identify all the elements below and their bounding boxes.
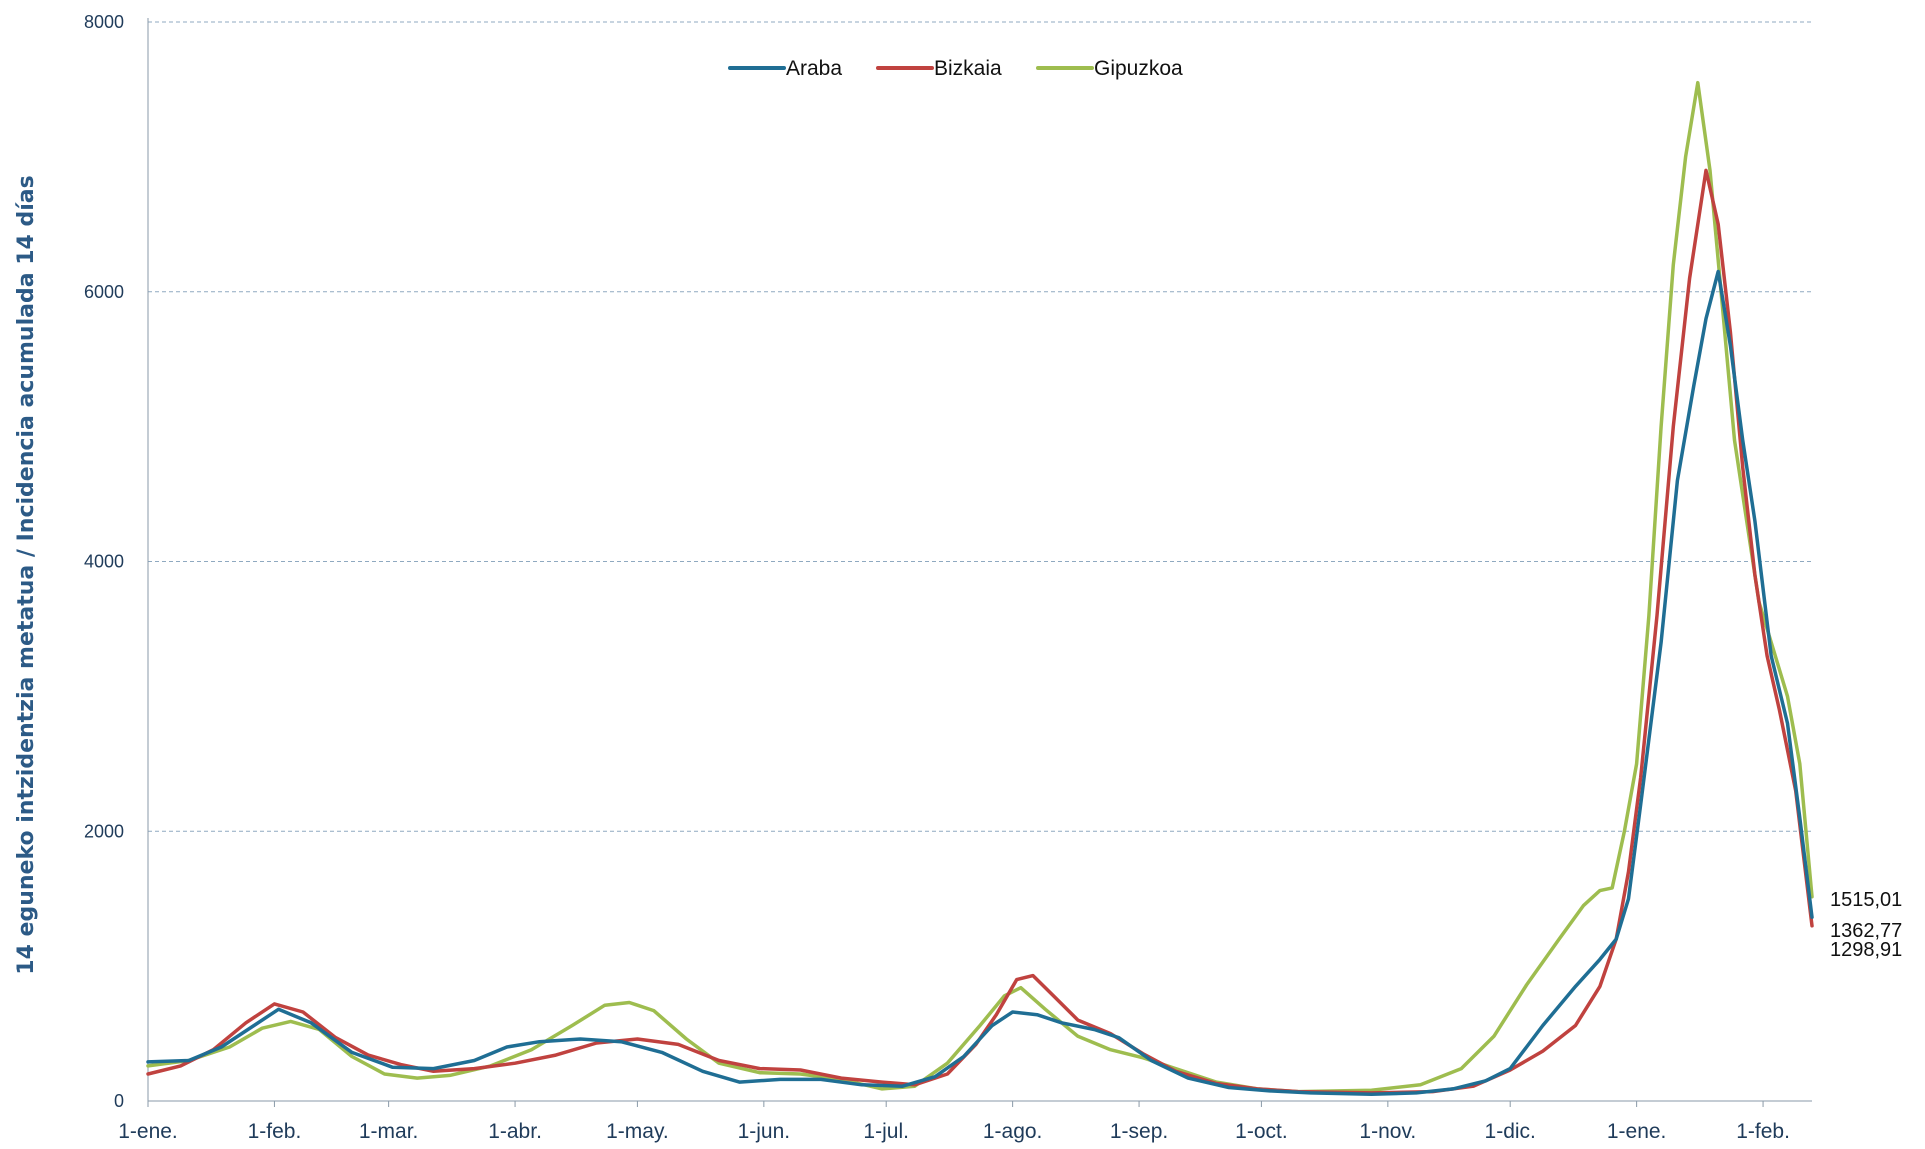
- series-lines: [146, 80, 1814, 1097]
- y-tick-label: 6000: [84, 282, 124, 302]
- x-tick-label: 1-abr.: [488, 1120, 542, 1143]
- y-tick-label: 0: [114, 1091, 124, 1111]
- end-value-label-araba: 1362,77: [1830, 920, 1902, 942]
- x-tick-label: 1-feb.: [248, 1120, 302, 1143]
- x-tick-label: 1-jul.: [863, 1120, 909, 1143]
- x-tick-label: 1-may.: [606, 1120, 669, 1143]
- x-tick-label: 1-jun.: [738, 1120, 791, 1143]
- end-value-label-gipuzkoa: 1515,01: [1830, 889, 1902, 911]
- legend-label-bizkaia: Bizkaia: [934, 57, 1002, 80]
- y-tick-label: 2000: [84, 821, 124, 841]
- x-tick-label: 1-dic.: [1485, 1120, 1536, 1143]
- x-tick-label: 1-ene.: [1607, 1120, 1667, 1143]
- x-tick-label: 1-oct.: [1235, 1120, 1288, 1143]
- axes: 0 2000 4000 6000 8000 1-ene. 1-feb. 1-mar. 1-abr…: [84, 12, 1812, 1143]
- series-line-gipuzkoa: [146, 80, 1814, 1094]
- end-value-label-bizkaia: 1298,91: [1830, 939, 1902, 961]
- y-tick-label: 8000: [84, 12, 124, 32]
- y-axis-title: 14 eguneko intzidentzia metatua / Incide…: [14, 175, 39, 974]
- x-tick-label: 1-mar.: [359, 1120, 419, 1143]
- legend-label-araba: Araba: [786, 57, 842, 80]
- series-line-bizkaia: [146, 168, 1814, 1095]
- x-tick-label: 1-ago.: [983, 1120, 1043, 1143]
- series-line-araba: [146, 269, 1814, 1097]
- gridlines: [148, 21, 1812, 832]
- x-tick-label: 1-ene.: [118, 1120, 178, 1143]
- legend-label-gipuzkoa: Gipuzkoa: [1094, 57, 1183, 80]
- x-tick-label: 1-nov.: [1359, 1120, 1416, 1143]
- x-tick-label: 1-feb.: [1736, 1120, 1790, 1143]
- x-tick-label: 1-sep.: [1110, 1120, 1168, 1143]
- y-tick-label: 4000: [84, 552, 124, 572]
- legend: Araba Bizkaia Gipuzkoa: [728, 57, 1183, 80]
